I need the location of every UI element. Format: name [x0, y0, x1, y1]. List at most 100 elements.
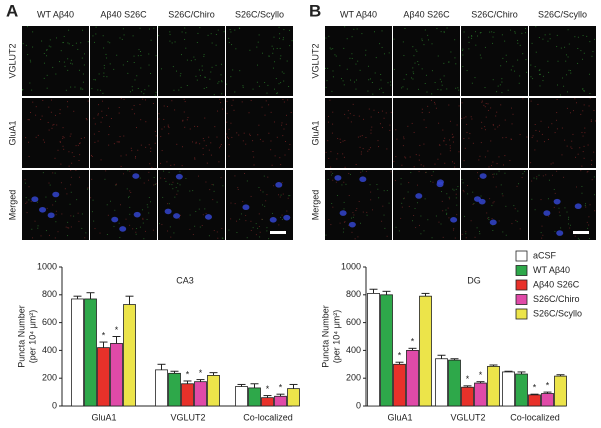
puncta: [206, 162, 208, 164]
puncta: [514, 31, 516, 33]
puncta: [220, 177, 222, 179]
puncta: [213, 190, 215, 192]
puncta: [458, 105, 460, 107]
puncta: [195, 142, 197, 144]
puncta: [48, 106, 50, 108]
puncta: [500, 104, 502, 106]
puncta: [71, 63, 73, 65]
puncta: [46, 87, 48, 89]
puncta: [434, 82, 436, 84]
puncta: [244, 173, 246, 175]
puncta: [325, 151, 327, 153]
puncta: [47, 121, 49, 123]
puncta: [43, 77, 45, 79]
puncta: [181, 165, 183, 167]
puncta: [203, 54, 205, 56]
puncta: [570, 146, 572, 148]
puncta: [252, 151, 254, 153]
puncta: [451, 133, 453, 135]
puncta: [431, 237, 433, 239]
puncta: [32, 237, 34, 239]
puncta: [584, 132, 586, 134]
puncta: [525, 59, 527, 61]
puncta: [351, 36, 353, 38]
puncta: [81, 227, 83, 229]
puncta: [185, 177, 187, 179]
puncta: [131, 150, 133, 152]
puncta: [204, 117, 206, 119]
puncta: [219, 98, 221, 100]
puncta: [147, 206, 149, 208]
bar: [393, 363, 406, 407]
puncta: [593, 109, 595, 111]
puncta: [210, 33, 212, 35]
puncta: [129, 224, 131, 226]
puncta: [68, 43, 70, 45]
puncta: [169, 31, 171, 33]
puncta: [62, 127, 64, 129]
puncta: [554, 230, 556, 232]
puncta: [123, 98, 125, 100]
puncta: [441, 191, 443, 193]
puncta: [209, 78, 211, 80]
puncta: [240, 213, 242, 215]
puncta: [282, 135, 284, 137]
puncta: [78, 143, 80, 145]
puncta: [70, 59, 72, 61]
puncta: [77, 212, 79, 214]
puncta: [487, 217, 489, 219]
puncta: [326, 80, 328, 82]
puncta: [29, 82, 31, 84]
puncta: [114, 209, 116, 211]
puncta: [148, 28, 150, 30]
puncta: [390, 84, 392, 86]
legend-swatch: [515, 265, 528, 276]
micrograph: [393, 98, 460, 168]
puncta: [79, 176, 81, 178]
puncta: [381, 46, 383, 48]
puncta: [129, 206, 131, 208]
puncta: [55, 37, 57, 39]
legend-label: WT Aβ40: [533, 265, 570, 275]
puncta: [441, 200, 443, 202]
bar: [194, 381, 207, 407]
puncta: [504, 40, 506, 42]
puncta: [26, 212, 28, 214]
puncta: [168, 171, 170, 173]
puncta: [562, 77, 564, 79]
puncta: [192, 190, 194, 192]
nucleus: [479, 173, 487, 179]
puncta: [150, 147, 152, 149]
significance-marker: *: [398, 351, 402, 361]
nucleus: [489, 219, 497, 226]
bar: [502, 371, 515, 407]
puncta: [175, 186, 177, 188]
puncta: [367, 65, 369, 67]
micrograph: [529, 26, 596, 96]
puncta: [180, 86, 182, 88]
puncta: [189, 214, 191, 216]
puncta: [440, 31, 442, 33]
puncta: [238, 134, 240, 136]
puncta: [547, 138, 549, 140]
puncta: [363, 118, 365, 120]
puncta: [113, 225, 115, 227]
puncta: [40, 235, 42, 237]
puncta: [127, 170, 129, 172]
puncta: [497, 126, 499, 128]
puncta: [94, 79, 96, 81]
puncta: [369, 147, 371, 149]
puncta: [91, 178, 93, 180]
puncta: [551, 123, 553, 125]
puncta: [344, 113, 346, 115]
puncta: [355, 163, 357, 165]
puncta: [231, 104, 233, 106]
puncta: [564, 207, 566, 209]
puncta: [449, 147, 451, 149]
puncta: [476, 227, 478, 229]
puncta: [70, 191, 72, 193]
puncta: [563, 85, 565, 87]
puncta: [549, 33, 551, 35]
puncta: [63, 137, 65, 139]
puncta: [103, 64, 105, 66]
